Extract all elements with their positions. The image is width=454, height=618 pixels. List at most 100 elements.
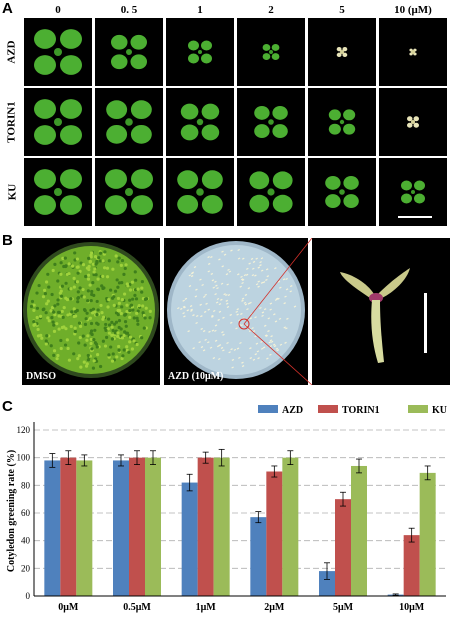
x-tick-label: 1μM	[196, 602, 217, 613]
bar	[319, 571, 335, 596]
error-bar	[408, 527, 415, 543]
x-tick-label: 10μM	[399, 602, 425, 613]
y-tick-label: 120	[17, 425, 31, 435]
concentration-label: 0	[55, 4, 61, 16]
concentration-label: 2	[268, 4, 274, 16]
dmso-plate-photo: DMSO	[22, 238, 160, 385]
seedling-photo	[24, 88, 92, 156]
y-tick-label: 100	[17, 453, 31, 463]
greening-rate-chart: 0 20 40 60 80 100 120 0μM 0.5μM 1μM 2μM 5μM 10μM AZD…	[6, 405, 447, 613]
legend-swatch	[408, 405, 428, 413]
seedling-photo	[166, 158, 234, 226]
seedling-photo	[308, 18, 376, 86]
bar	[76, 460, 93, 596]
error-bar	[134, 450, 140, 465]
legend-label: TORIN1	[342, 405, 380, 416]
seedling-photo	[237, 88, 305, 156]
error-bar	[271, 465, 278, 478]
y-tick-label: 0	[26, 591, 31, 601]
error-bar	[65, 450, 72, 465]
error-bar	[49, 453, 56, 468]
panel-c-label: C	[2, 398, 13, 415]
bar	[419, 472, 436, 596]
bar	[44, 460, 61, 596]
error-bar	[356, 458, 362, 474]
seedling-closeup-image	[312, 238, 450, 385]
error-bar	[392, 593, 399, 596]
x-tick-label: 2μM	[264, 602, 285, 613]
concentration-label: 10 (μM)	[394, 4, 432, 16]
bar	[266, 471, 283, 596]
x-tick-label: 5μM	[333, 602, 354, 613]
seedling-photo	[24, 18, 92, 86]
seedling-photo	[166, 18, 234, 86]
error-bar	[81, 454, 88, 467]
bar	[250, 517, 267, 596]
row-label-torin1: TORIN1	[4, 88, 20, 156]
error-bar	[287, 450, 294, 465]
bar	[113, 460, 129, 596]
error-bar	[186, 473, 193, 492]
bar	[145, 457, 161, 596]
legend-swatch	[258, 405, 278, 413]
panel-a-label: A	[2, 0, 13, 17]
dmso-plate-image	[22, 238, 160, 385]
error-bar	[424, 465, 431, 481]
bar	[403, 535, 420, 596]
seedling-photo	[308, 88, 376, 156]
seedling-photo	[95, 18, 163, 86]
error-bar	[340, 491, 346, 507]
legend-item: AZD	[258, 405, 303, 416]
legend-swatch	[318, 405, 338, 413]
dmso-caption: DMSO	[26, 371, 56, 382]
bar	[335, 499, 351, 596]
y-tick-label: 80	[21, 480, 31, 490]
seedling-closeup-photo	[312, 238, 450, 385]
x-tick-label: 0μM	[58, 602, 79, 613]
y-tick-label: 20	[21, 563, 31, 573]
bar	[351, 465, 367, 596]
seedling-photo	[95, 158, 163, 226]
seedling-photo	[237, 18, 305, 86]
row-label-ku: KU	[4, 158, 20, 226]
azd-caption: AZD (10μM)	[168, 371, 224, 382]
azd-plate-image	[164, 238, 308, 385]
legend-item: TORIN1	[318, 405, 380, 416]
bar	[181, 482, 198, 596]
seedling-photo	[379, 88, 447, 156]
row-label-azd: AZD	[4, 18, 20, 86]
seedling-photo	[166, 88, 234, 156]
error-bar	[202, 451, 209, 464]
seedling-photo	[95, 88, 163, 156]
seedling-photo	[379, 18, 447, 86]
legend-label: AZD	[282, 405, 303, 416]
y-tick-label: 40	[21, 536, 31, 546]
legend-item: KU	[408, 405, 447, 416]
row-label-text: TORIN1	[6, 101, 18, 143]
scale-bar	[398, 216, 432, 218]
row-label-text: AZD	[6, 40, 19, 64]
row-label-text: KU	[6, 183, 18, 201]
seedling-photo	[308, 158, 376, 226]
error-bar	[118, 454, 124, 467]
error-bar	[218, 448, 225, 467]
concentration-label: 0. 5	[120, 4, 138, 16]
bar	[282, 457, 299, 596]
seedling-photo	[24, 158, 92, 226]
bar	[60, 457, 77, 596]
error-bar	[324, 562, 330, 580]
bar	[129, 457, 145, 596]
panel-b-label: B	[2, 232, 13, 249]
y-axis-label: Cotyledon greening rate (%)	[6, 450, 17, 572]
x-tick-label: 0.5μM	[123, 602, 151, 613]
concentration-label: 1	[197, 4, 203, 16]
bar	[197, 457, 214, 596]
error-bar	[150, 450, 156, 465]
seedling-photo	[237, 158, 305, 226]
seedling-photo	[379, 158, 447, 226]
legend-label: KU	[432, 405, 447, 416]
y-tick-label: 60	[21, 508, 31, 518]
concentration-label: 5	[339, 4, 345, 16]
error-bar	[255, 511, 262, 524]
azd-plate-photo: AZD (10μM)	[164, 238, 308, 385]
